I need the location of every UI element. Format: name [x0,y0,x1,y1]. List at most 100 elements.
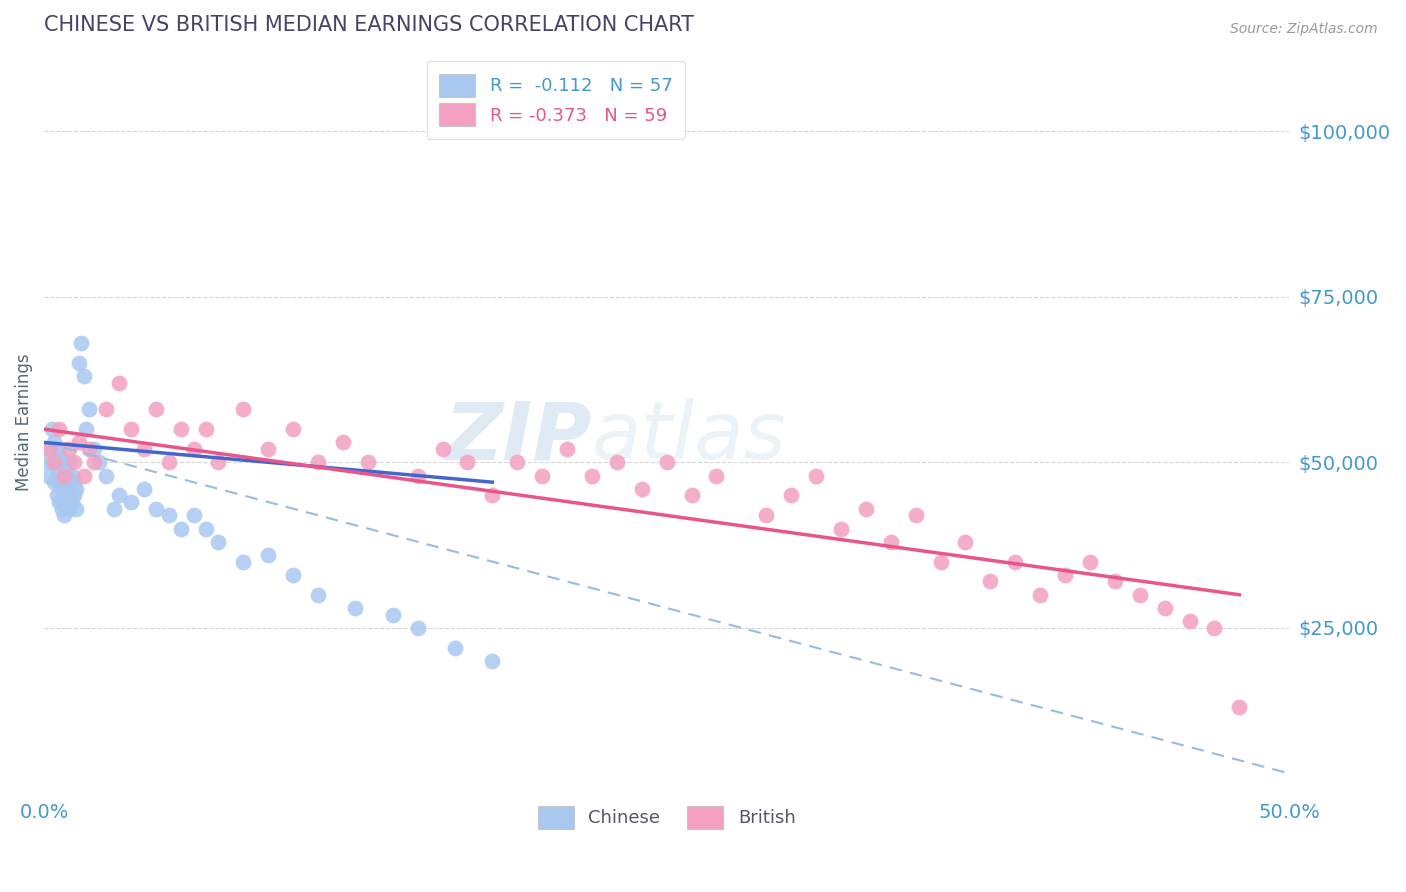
Point [194,522,217,536]
Point [1204,621,1226,635]
Text: atlas: atlas [592,399,787,476]
Point [344,601,367,615]
Point [53,488,76,502]
Point [55,495,77,509]
Point [63,455,86,469]
Point [804,468,827,483]
Point [1004,555,1026,569]
Point [357,455,380,469]
Point [58,501,80,516]
Point [1153,601,1175,615]
Point [75,422,97,436]
Point [45,488,67,502]
Point [1227,700,1250,714]
Point [955,534,977,549]
Point [65,482,87,496]
Point [780,488,803,502]
Point [929,555,952,569]
Point [381,607,404,622]
Point [1078,555,1101,569]
Point [38,442,60,456]
Point [42,435,65,450]
Point [904,508,927,523]
Point [755,508,778,523]
Point [73,369,96,384]
Point [45,468,67,483]
Point [630,482,652,496]
Point [307,455,329,469]
Point [58,442,80,456]
Point [406,468,429,483]
Point [681,488,703,502]
Point [77,442,100,456]
Point [281,422,304,436]
Point [232,555,254,569]
Point [157,508,180,523]
Point [257,548,280,562]
Point [855,501,877,516]
Point [207,534,229,549]
Point [183,442,205,456]
Point [132,482,155,496]
Point [183,508,205,523]
Point [53,508,76,523]
Point [207,455,229,469]
Point [53,468,76,483]
Point [257,442,280,456]
Point [53,462,76,476]
Point [67,356,90,370]
Point [58,482,80,496]
Point [41,422,63,436]
Point [581,468,603,483]
Point [48,449,70,463]
Point [655,455,678,469]
Point [332,435,354,450]
Point [41,455,63,469]
Point [60,468,83,483]
Point [103,501,125,516]
Point [145,402,167,417]
Point [979,574,1001,589]
Legend: Chinese, British: Chinese, British [530,798,803,836]
Point [63,475,86,490]
Point [58,455,80,469]
Point [48,422,70,436]
Point [506,455,529,469]
Point [432,442,454,456]
Point [67,435,90,450]
Point [606,455,628,469]
Point [145,501,167,516]
Point [63,488,86,502]
Point [108,376,131,390]
Point [65,501,87,516]
Point [83,442,105,456]
Point [481,488,503,502]
Point [48,475,70,490]
Text: ZIP: ZIP [444,399,592,476]
Point [45,442,67,456]
Point [481,654,503,668]
Point [96,468,118,483]
Point [232,402,254,417]
Text: CHINESE VS BRITISH MEDIAN EARNINGS CORRELATION CHART: CHINESE VS BRITISH MEDIAN EARNINGS CORRE… [44,15,695,35]
Point [444,640,467,655]
Point [555,442,578,456]
Point [1029,588,1052,602]
Point [83,455,105,469]
Point [35,455,58,469]
Point [1054,567,1077,582]
Point [706,468,728,483]
Point [51,501,73,516]
Point [1104,574,1126,589]
Point [406,621,429,635]
Point [194,422,217,436]
Point [51,455,73,469]
Point [55,468,77,483]
Y-axis label: Median Earnings: Median Earnings [15,354,32,491]
Point [38,468,60,483]
Point [170,422,193,436]
Point [1178,614,1201,628]
Point [132,442,155,456]
Point [60,495,83,509]
Point [77,402,100,417]
